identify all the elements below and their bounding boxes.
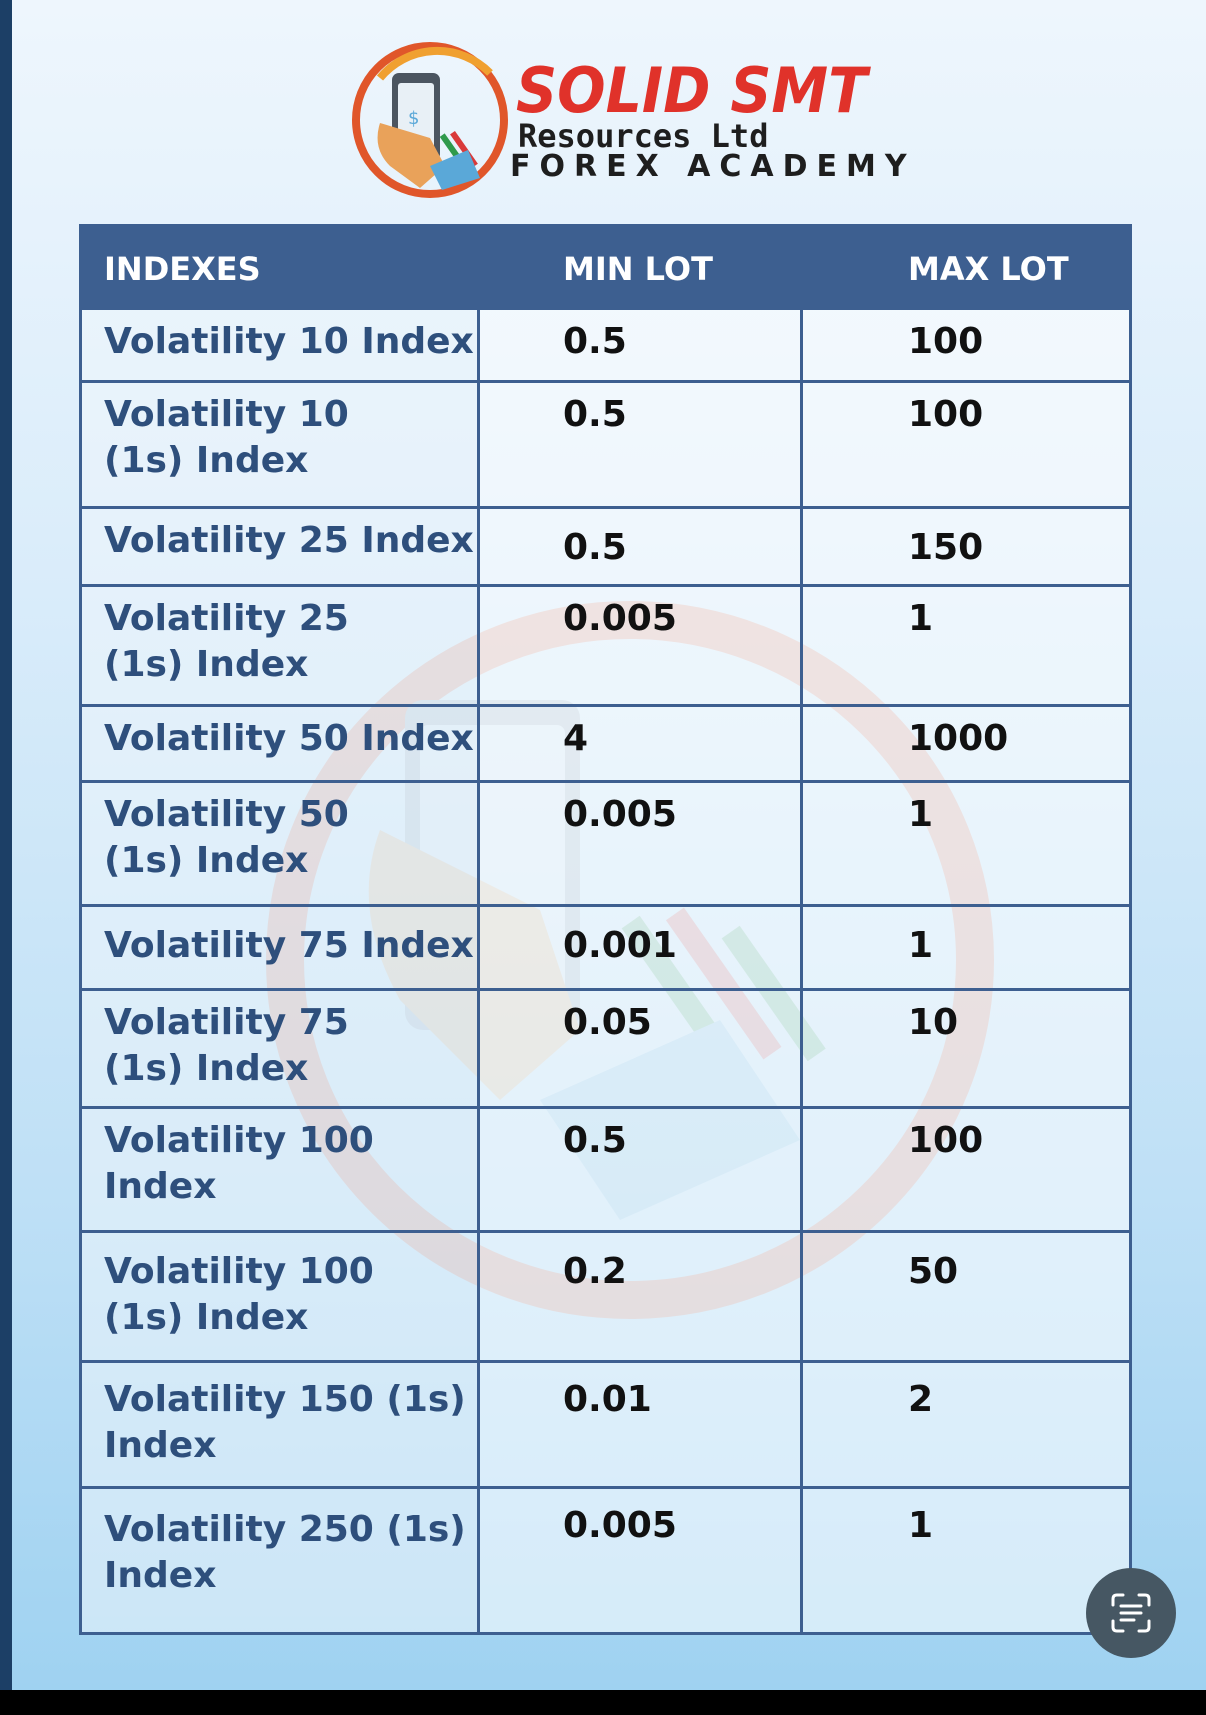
index-name: Volatility 10 (1s) Index <box>82 383 480 506</box>
index-name: Volatility 100 (1s) Index <box>82 1233 480 1360</box>
max-lot: 1 <box>803 907 1129 988</box>
index-name: Volatility 250 (1s) Index <box>82 1489 480 1632</box>
brand-subtitle: Resources Ltd <box>518 117 769 155</box>
min-lot: 0.001 <box>480 907 803 988</box>
table-row: Volatility 250 (1s) Index 0.005 1 <box>82 1486 1129 1632</box>
table-row: Volatility 10 (1s) Index 0.5 100 <box>82 380 1129 506</box>
max-lot: 100 <box>803 310 1129 380</box>
min-lot: 0.01 <box>480 1363 803 1486</box>
bottom-bar <box>0 1690 1206 1715</box>
max-lot: 150 <box>803 509 1129 584</box>
index-name: Volatility 10 Index <box>82 310 480 380</box>
svg-text:$: $ <box>408 108 419 129</box>
max-lot: 50 <box>803 1233 1129 1360</box>
min-lot: 0.05 <box>480 991 803 1106</box>
max-lot: 1 <box>803 1489 1129 1632</box>
index-name: Volatility 75 Index <box>82 907 480 988</box>
index-name: Volatility 25 Index <box>82 509 480 584</box>
table-row: Volatility 50 Index 4 1000 <box>82 704 1129 780</box>
index-name: Volatility 50 Index <box>82 707 480 780</box>
max-lot: 1 <box>803 587 1129 704</box>
min-lot: 0.2 <box>480 1233 803 1360</box>
table-row: Volatility 75 (1s) Index 0.05 10 <box>82 988 1129 1106</box>
table-header: INDEXES MIN LOT MAX LOT <box>82 227 1129 310</box>
index-name: Volatility 75 (1s) Index <box>82 991 480 1106</box>
table-row: Volatility 100 (1s) Index 0.2 50 <box>82 1230 1129 1360</box>
table-row: Volatility 25 Index 0.5 150 <box>82 506 1129 584</box>
min-lot: 0.005 <box>480 587 803 704</box>
max-lot: 100 <box>803 1109 1129 1230</box>
header-indexes: INDEXES <box>104 249 261 288</box>
phone-hand-logo-icon: $ <box>352 42 508 198</box>
brand-title: SOLID SMT <box>516 54 868 127</box>
index-name: Volatility 50 (1s) Index <box>82 783 480 904</box>
min-lot: 0.5 <box>480 1109 803 1230</box>
min-lot: 0.005 <box>480 1489 803 1632</box>
table-row: Volatility 150 (1s) Index 0.01 2 <box>82 1360 1129 1486</box>
max-lot: 10 <box>803 991 1129 1106</box>
index-name: Volatility 150 (1s) Index <box>82 1363 480 1486</box>
table-row: Volatility 100 Index 0.5 100 <box>82 1106 1129 1230</box>
table-row: Volatility 75 Index 0.001 1 <box>82 904 1129 988</box>
min-lot: 0.5 <box>480 383 803 506</box>
left-edge-shade <box>0 0 12 1690</box>
max-lot: 100 <box>803 383 1129 506</box>
brand-logo: $ SOLID SMT Resources Ltd FOREX ACADEMY <box>350 38 907 203</box>
index-name: Volatility 25 (1s) Index <box>82 587 480 704</box>
index-name: Volatility 100 Index <box>82 1109 480 1230</box>
max-lot: 2 <box>803 1363 1129 1486</box>
min-lot: 0.5 <box>480 310 803 380</box>
brand-academy: FOREX ACADEMY <box>510 149 916 184</box>
min-lot: 0.005 <box>480 783 803 904</box>
min-lot: 4 <box>480 707 803 780</box>
text-scan-icon <box>1111 1593 1151 1633</box>
lot-size-table: INDEXES MIN LOT MAX LOT Volatility 10 In… <box>79 224 1132 1635</box>
table-row: Volatility 50 (1s) Index 0.005 1 <box>82 780 1129 904</box>
table-body: Volatility 10 Index 0.5 100 Volatility 1… <box>82 310 1129 1632</box>
table-row: Volatility 25 (1s) Index 0.005 1 <box>82 584 1129 704</box>
text-scan-button[interactable] <box>1086 1568 1176 1658</box>
table-row: Volatility 10 Index 0.5 100 <box>82 310 1129 380</box>
header-max-lot: MAX LOT <box>908 249 1069 288</box>
max-lot: 1 <box>803 783 1129 904</box>
header-min-lot: MIN LOT <box>563 249 713 288</box>
max-lot: 1000 <box>803 707 1129 780</box>
min-lot: 0.5 <box>480 509 803 584</box>
